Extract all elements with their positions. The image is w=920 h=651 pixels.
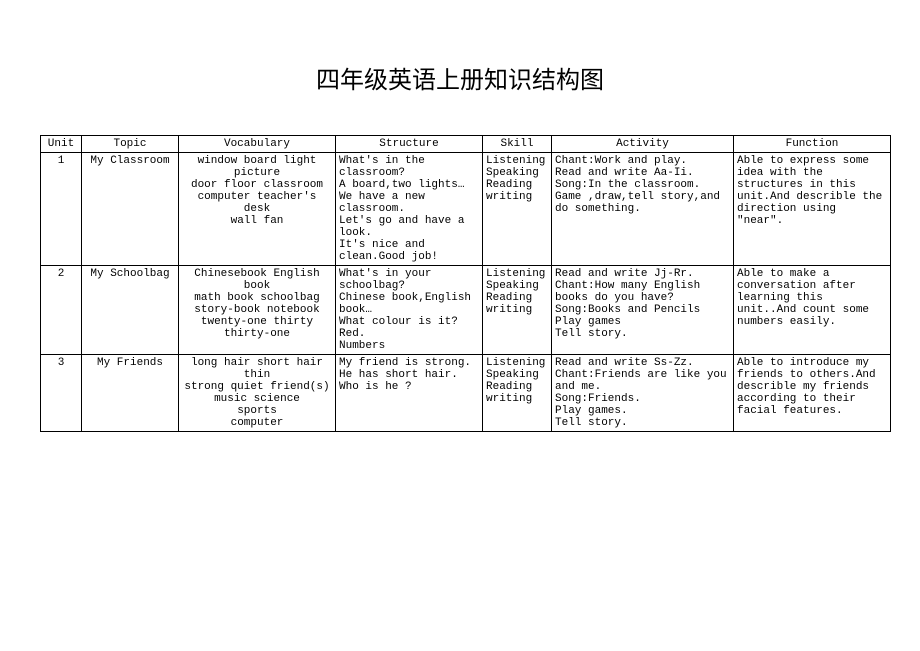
cell-topic: My Classroom	[82, 153, 179, 266]
cell-skill: ListeningSpeakingReadingwriting	[483, 355, 552, 432]
page-title: 四年级英语上册知识结构图	[40, 60, 880, 95]
cell-activity: Read and write Jj-Rr.Chant:How many Engl…	[552, 266, 734, 355]
cell-function: Able to express some idea with the struc…	[734, 153, 891, 266]
cell-unit: 2	[41, 266, 82, 355]
table-row: 3 My Friends long hair short hair thinst…	[41, 355, 891, 432]
knowledge-table: Unit Topic Vocabulary Structure Skill Ac…	[40, 135, 891, 432]
cell-structure: My friend is strong.He has short hair.Wh…	[336, 355, 483, 432]
cell-skill: ListeningSpeakingReadingwriting	[483, 266, 552, 355]
table-row: 1 My Classroom window board light pictur…	[41, 153, 891, 266]
header-topic: Topic	[82, 136, 179, 153]
cell-skill: ListeningSpeakingReadingwriting	[483, 153, 552, 266]
table-row: 2 My Schoolbag Chinesebook English bookm…	[41, 266, 891, 355]
cell-topic: My Friends	[82, 355, 179, 432]
header-structure: Structure	[336, 136, 483, 153]
header-unit: Unit	[41, 136, 82, 153]
cell-structure: What's in the classroom?A board,two ligh…	[336, 153, 483, 266]
header-function: Function	[734, 136, 891, 153]
cell-activity: Read and write Ss-Zz.Chant:Friends are l…	[552, 355, 734, 432]
table-header-row: Unit Topic Vocabulary Structure Skill Ac…	[41, 136, 891, 153]
cell-function: Able to introduce my friends to others.A…	[734, 355, 891, 432]
header-vocabulary: Vocabulary	[179, 136, 336, 153]
header-skill: Skill	[483, 136, 552, 153]
cell-activity: Chant:Work and play.Read and write Aa-Ii…	[552, 153, 734, 266]
cell-vocabulary: Chinesebook English bookmath book school…	[179, 266, 336, 355]
cell-vocabulary: long hair short hair thinstrong quiet fr…	[179, 355, 336, 432]
cell-function: Able to make a conversation after learni…	[734, 266, 891, 355]
cell-topic: My Schoolbag	[82, 266, 179, 355]
header-activity: Activity	[552, 136, 734, 153]
cell-vocabulary: window board light picturedoor floor cla…	[179, 153, 336, 266]
cell-unit: 1	[41, 153, 82, 266]
cell-unit: 3	[41, 355, 82, 432]
cell-structure: What's in your schoolbag?Chinese book,En…	[336, 266, 483, 355]
